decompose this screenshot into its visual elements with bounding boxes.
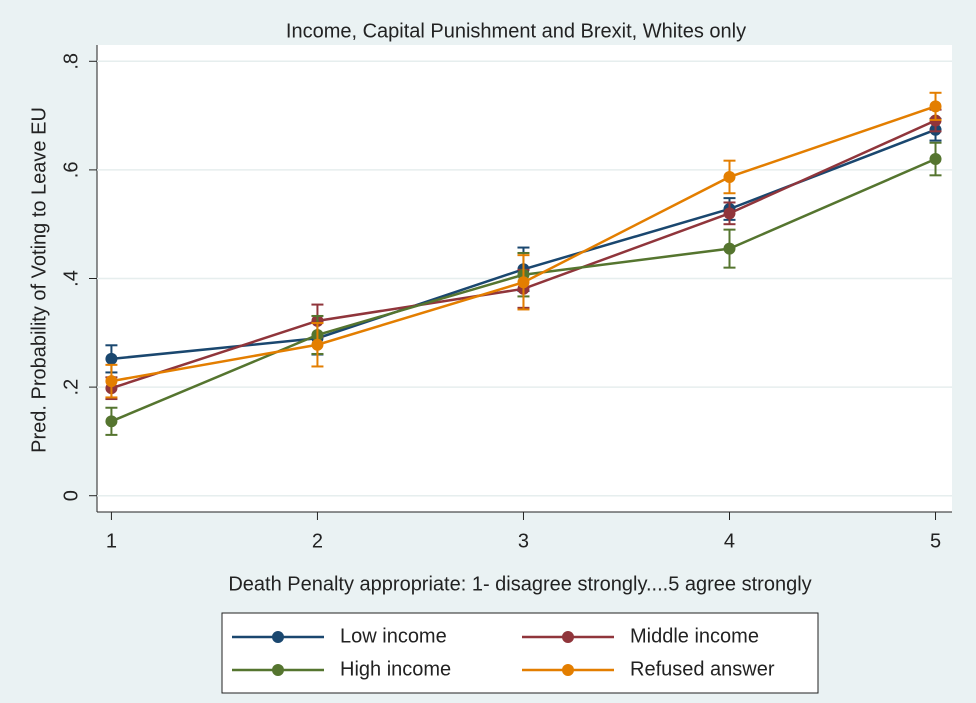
y-tick-label: .2: [60, 379, 82, 396]
legend-box: [221, 612, 819, 694]
x-tick-label: 4: [724, 530, 735, 552]
point: [929, 153, 942, 166]
point: [723, 242, 736, 255]
point: [929, 100, 942, 113]
x-tick-label: 3: [518, 530, 529, 552]
chart-title: Income, Capital Punishment and Brexit, W…: [286, 20, 746, 42]
y-tick-label: .4: [60, 270, 82, 287]
x-tick-label: 2: [312, 530, 323, 552]
legend-label: Middle income: [630, 625, 759, 647]
point: [517, 276, 530, 289]
x-axis-label: Death Penalty appropriate: 1- disagree s…: [228, 573, 811, 595]
y-tick-label: 0: [60, 490, 82, 501]
y-tick-label: .6: [60, 162, 82, 179]
point: [723, 207, 736, 220]
x-tick-label: 5: [930, 530, 941, 552]
point: [105, 352, 118, 365]
x-tick-label: 1: [106, 530, 117, 552]
point: [723, 170, 736, 183]
legend-marker: [562, 664, 574, 676]
legend-marker: [272, 631, 284, 643]
point: [105, 375, 118, 388]
point: [105, 415, 118, 428]
legend-marker: [272, 664, 284, 676]
legend-marker: [562, 631, 574, 643]
legend-label: High income: [340, 658, 451, 680]
y-axis-label: Pred. Probability of Voting to Leave EU: [28, 107, 50, 453]
legend-label: Low income: [340, 625, 447, 647]
y-tick-label: .8: [60, 53, 82, 70]
legend-label: Refused answer: [630, 658, 775, 680]
point: [311, 338, 324, 351]
